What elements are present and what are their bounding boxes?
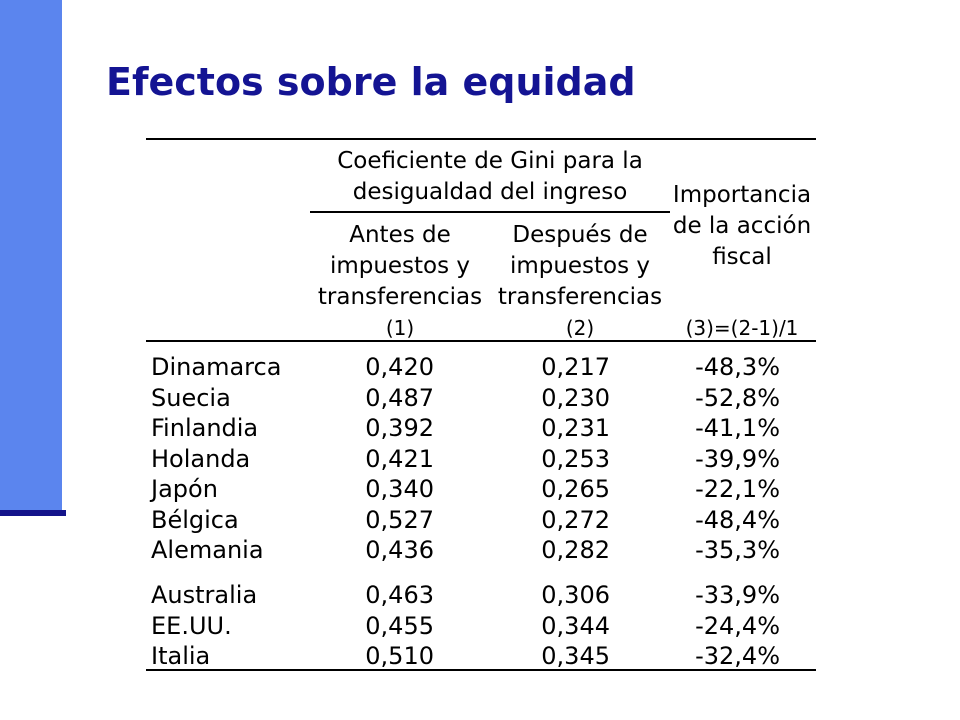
before-cell: 0,527 — [365, 506, 434, 534]
before-cell: 0,436 — [365, 536, 434, 564]
column-header-line: impuestos y — [509, 253, 651, 279]
after-cell: 0,253 — [541, 445, 610, 473]
column-header-importance: Importancia de la acción fiscal — [668, 180, 816, 273]
before-cell: 0,340 — [365, 475, 434, 503]
country-cell: Alemania — [151, 536, 264, 564]
after-cell: 0,230 — [541, 384, 610, 412]
sidebar-accent-bar — [0, 0, 62, 512]
country-cell: Italia — [151, 642, 211, 670]
change-cell: -39,9% — [695, 445, 780, 473]
before-cell: 0,420 — [365, 353, 434, 381]
before-cell: 0,455 — [365, 612, 434, 640]
column-header-line: de la acción — [672, 213, 812, 239]
after-cell: 0,265 — [541, 475, 610, 503]
before-cell: 0,421 — [365, 445, 434, 473]
country-cell: EE.UU. — [151, 612, 232, 640]
header-bottom-rule — [146, 340, 816, 342]
column-header-line: Antes de — [349, 222, 451, 248]
country-cell: Finlandia — [151, 414, 259, 442]
after-cell: 0,345 — [541, 642, 610, 670]
column-header-line: Después de — [512, 222, 648, 248]
column-header-before: Antes de impuestos y transferencias — [310, 220, 490, 313]
header-group-line: desigualdad del ingreso — [352, 179, 628, 205]
change-cell: -33,9% — [695, 581, 780, 609]
change-cell: -48,3% — [695, 353, 780, 381]
change-cell: -32,4% — [695, 642, 780, 670]
column-index-3: (3)=(2-1)/1 — [685, 316, 799, 340]
header-group-line: Coeficiente de Gini para la — [337, 148, 643, 174]
before-cell: 0,392 — [365, 414, 434, 442]
column-header-line: Importancia — [672, 182, 812, 208]
after-cell: 0,344 — [541, 612, 610, 640]
change-cell: -41,1% — [695, 414, 780, 442]
header-group-rule — [310, 211, 670, 213]
before-cell: 0,487 — [365, 384, 434, 412]
column-header-line: transferencias — [497, 284, 663, 310]
page-title: Efectos sobre la equidad — [106, 60, 636, 104]
country-cell: Japón — [151, 475, 218, 503]
column-header-line: impuestos y — [329, 253, 471, 279]
after-cell: 0,282 — [541, 536, 610, 564]
country-cell: Dinamarca — [151, 353, 282, 381]
change-cell: -24,4% — [695, 612, 780, 640]
column-index-1: (1) — [385, 316, 415, 340]
change-cell: -22,1% — [695, 475, 780, 503]
after-cell: 0,306 — [541, 581, 610, 609]
change-cell: -48,4% — [695, 506, 780, 534]
country-cell: Holanda — [151, 445, 251, 473]
column-header-line: fiscal — [712, 244, 772, 270]
country-cell: Bélgica — [151, 506, 239, 534]
sidebar-accent-line — [0, 510, 66, 516]
table-top-rule — [146, 138, 816, 140]
column-header-after: Después de impuestos y transferencias — [490, 220, 670, 313]
table-bottom-rule — [146, 669, 816, 671]
column-header-line: transferencias — [317, 284, 483, 310]
before-cell: 0,463 — [365, 581, 434, 609]
before-cell: 0,510 — [365, 642, 434, 670]
column-index-2: (2) — [565, 316, 595, 340]
after-cell: 0,231 — [541, 414, 610, 442]
change-cell: -52,8% — [695, 384, 780, 412]
change-cell: -35,3% — [695, 536, 780, 564]
after-cell: 0,272 — [541, 506, 610, 534]
header-group-label: Coeficiente de Gini para la desigualdad … — [310, 146, 670, 208]
country-cell: Suecia — [151, 384, 231, 412]
after-cell: 0,217 — [541, 353, 610, 381]
country-cell: Australia — [151, 581, 258, 609]
